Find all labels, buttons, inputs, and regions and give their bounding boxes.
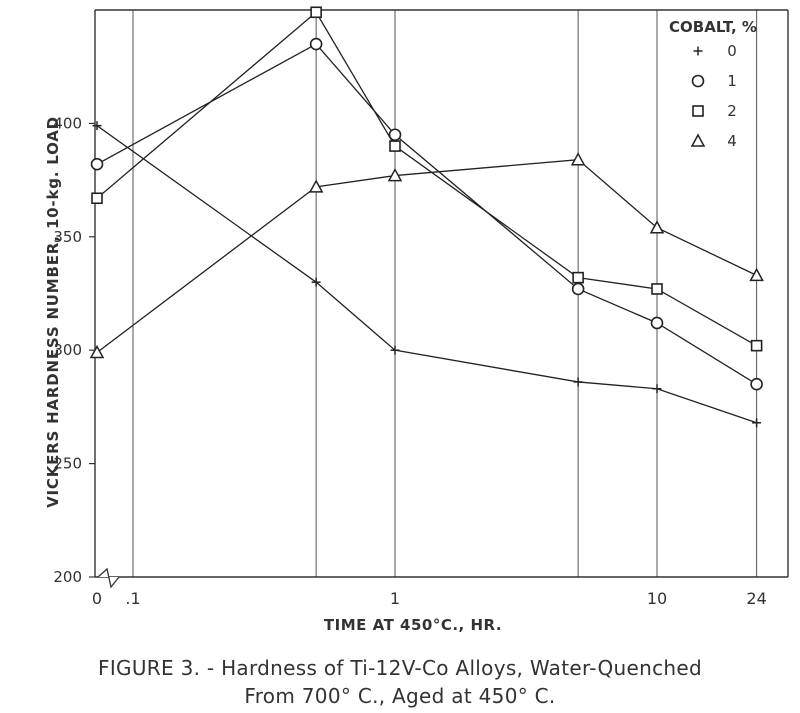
- axis-break-mark: [97, 567, 120, 589]
- x-tick-label-0: 0: [92, 589, 102, 608]
- figure-caption-line-1: FIGURE 3. - Hardness of Ti-12V-Co Alloys…: [98, 656, 702, 680]
- legend-label-0: 0: [727, 42, 737, 60]
- y-tick-label-300: 300: [53, 341, 82, 359]
- y-tick-label-400: 400: [53, 114, 82, 132]
- legend-label-4: 4: [727, 132, 737, 150]
- legend-marker-4: [690, 133, 706, 147]
- point-cobalt-1-5: [750, 377, 763, 391]
- point-cobalt-2-2: [389, 140, 401, 152]
- series-line-cobalt-2: [96, 11, 757, 347]
- y-tick-label-350: 350: [53, 228, 82, 246]
- legend-title: COBALT, %: [669, 18, 757, 36]
- legend: COBALT, % 0 1 2 4: [669, 18, 757, 150]
- point-cobalt-1-4: [650, 316, 664, 330]
- point-cobalt-1-2: [388, 128, 402, 142]
- x-tick-label-10: 10: [647, 589, 667, 608]
- point-cobalt-4-2: [387, 167, 403, 182]
- x-tick-label-1: 1: [390, 589, 400, 608]
- point-cobalt-4-5: [749, 267, 764, 282]
- point-cobalt-1-0: [90, 157, 104, 171]
- legend-label-1: 1: [727, 72, 737, 90]
- point-cobalt-2-3: [572, 271, 584, 284]
- legend-label-2: 2: [727, 102, 737, 120]
- grid-layer: [132, 10, 758, 577]
- legend-marker-2: [692, 105, 704, 117]
- legend-marker-1: [691, 74, 705, 88]
- point-cobalt-4-1: [308, 179, 324, 193]
- series-line-cobalt-4: [96, 159, 757, 353]
- point-cobalt-1-3: [571, 282, 585, 296]
- point-cobalt-4-3: [570, 152, 586, 166]
- y-tick-label-200: 200: [53, 568, 82, 586]
- point-cobalt-0-1: [311, 277, 321, 287]
- point-cobalt-1-1: [309, 37, 323, 51]
- x-tick-label-24: 24: [746, 589, 766, 608]
- y-tick-label-250: 250: [53, 455, 82, 473]
- y-axis-label: VICKERS HARDNESS NUMBER, 10-kg. LOAD: [44, 116, 62, 508]
- point-cobalt-0-0: [92, 121, 102, 131]
- x-tick-label-.1: .1: [125, 589, 140, 608]
- point-cobalt-2-4: [651, 283, 663, 295]
- series-line-cobalt-0: [96, 125, 757, 424]
- series-layer: [89, 6, 764, 428]
- legend-marker-0: [693, 46, 703, 56]
- point-cobalt-4-0: [89, 344, 105, 359]
- point-cobalt-0-3: [573, 377, 583, 387]
- point-cobalt-2-0: [91, 192, 103, 205]
- series-line-cobalt-1: [96, 43, 757, 385]
- point-cobalt-0-4: [652, 384, 662, 394]
- point-cobalt-0-2: [390, 345, 400, 355]
- point-cobalt-4-4: [649, 220, 665, 234]
- figure-caption-line-2: From 700° C., Aged at 450° C.: [244, 684, 556, 708]
- point-cobalt-2-5: [750, 339, 763, 352]
- x-axis-label: TIME AT 450°C., HR.: [324, 616, 502, 634]
- point-cobalt-2-1: [310, 6, 322, 19]
- point-cobalt-0-5: [752, 418, 762, 428]
